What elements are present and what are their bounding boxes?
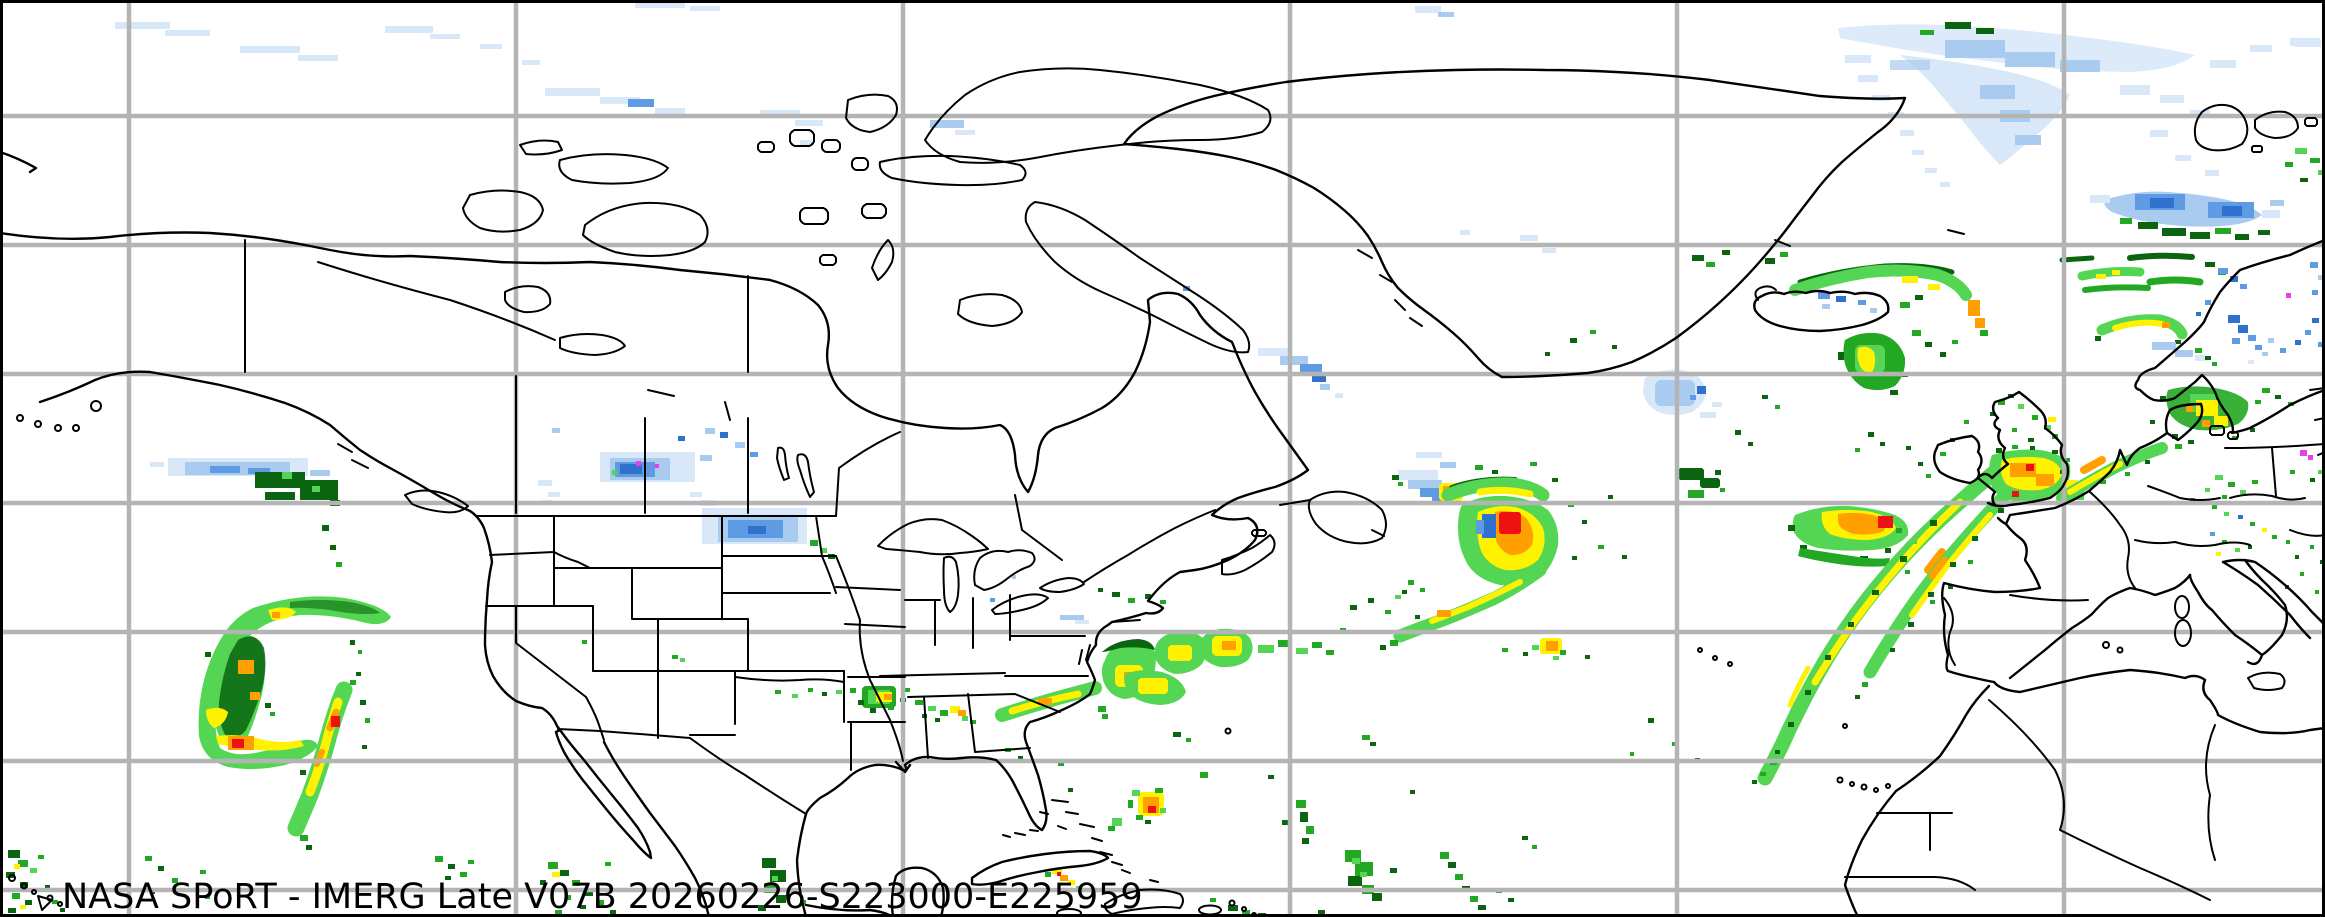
coastlines-great-lakes (877, 509, 1216, 665)
precip-north-dakota-snow (690, 492, 1089, 624)
precip-denmark-europe (2150, 386, 2324, 594)
coastlines-africa (1697, 647, 2325, 917)
precip-newfoundland-storm (1380, 452, 1627, 650)
coastlines-iceland-svalbard (1753, 103, 2318, 333)
precip-norway-coast (2059, 252, 2325, 366)
precip-pacific-nw-band (150, 458, 342, 567)
coastlines-north-america (0, 150, 1310, 917)
precip-arctic-trace-snow (115, 2, 1556, 253)
product-timestamp-label: NASA SPoRT - IMERG Late V07B 20260226-S2… (62, 877, 1143, 917)
coastlines-arctic-islands (462, 67, 1272, 354)
coastlines-europe (1932, 238, 2325, 691)
coastlines-borders (244, 239, 1089, 815)
coastlines-hawaii (8, 874, 63, 911)
precip-pacific-comma-storm (198, 596, 391, 770)
precip-uk-frontal-bands (1752, 394, 2194, 786)
precip-saskatchewan-snow (538, 428, 758, 505)
coastline-greenland (1122, 68, 1907, 379)
precip-east-coast-band (995, 588, 1420, 722)
coastlines-atlantic-canada (1221, 490, 1387, 735)
